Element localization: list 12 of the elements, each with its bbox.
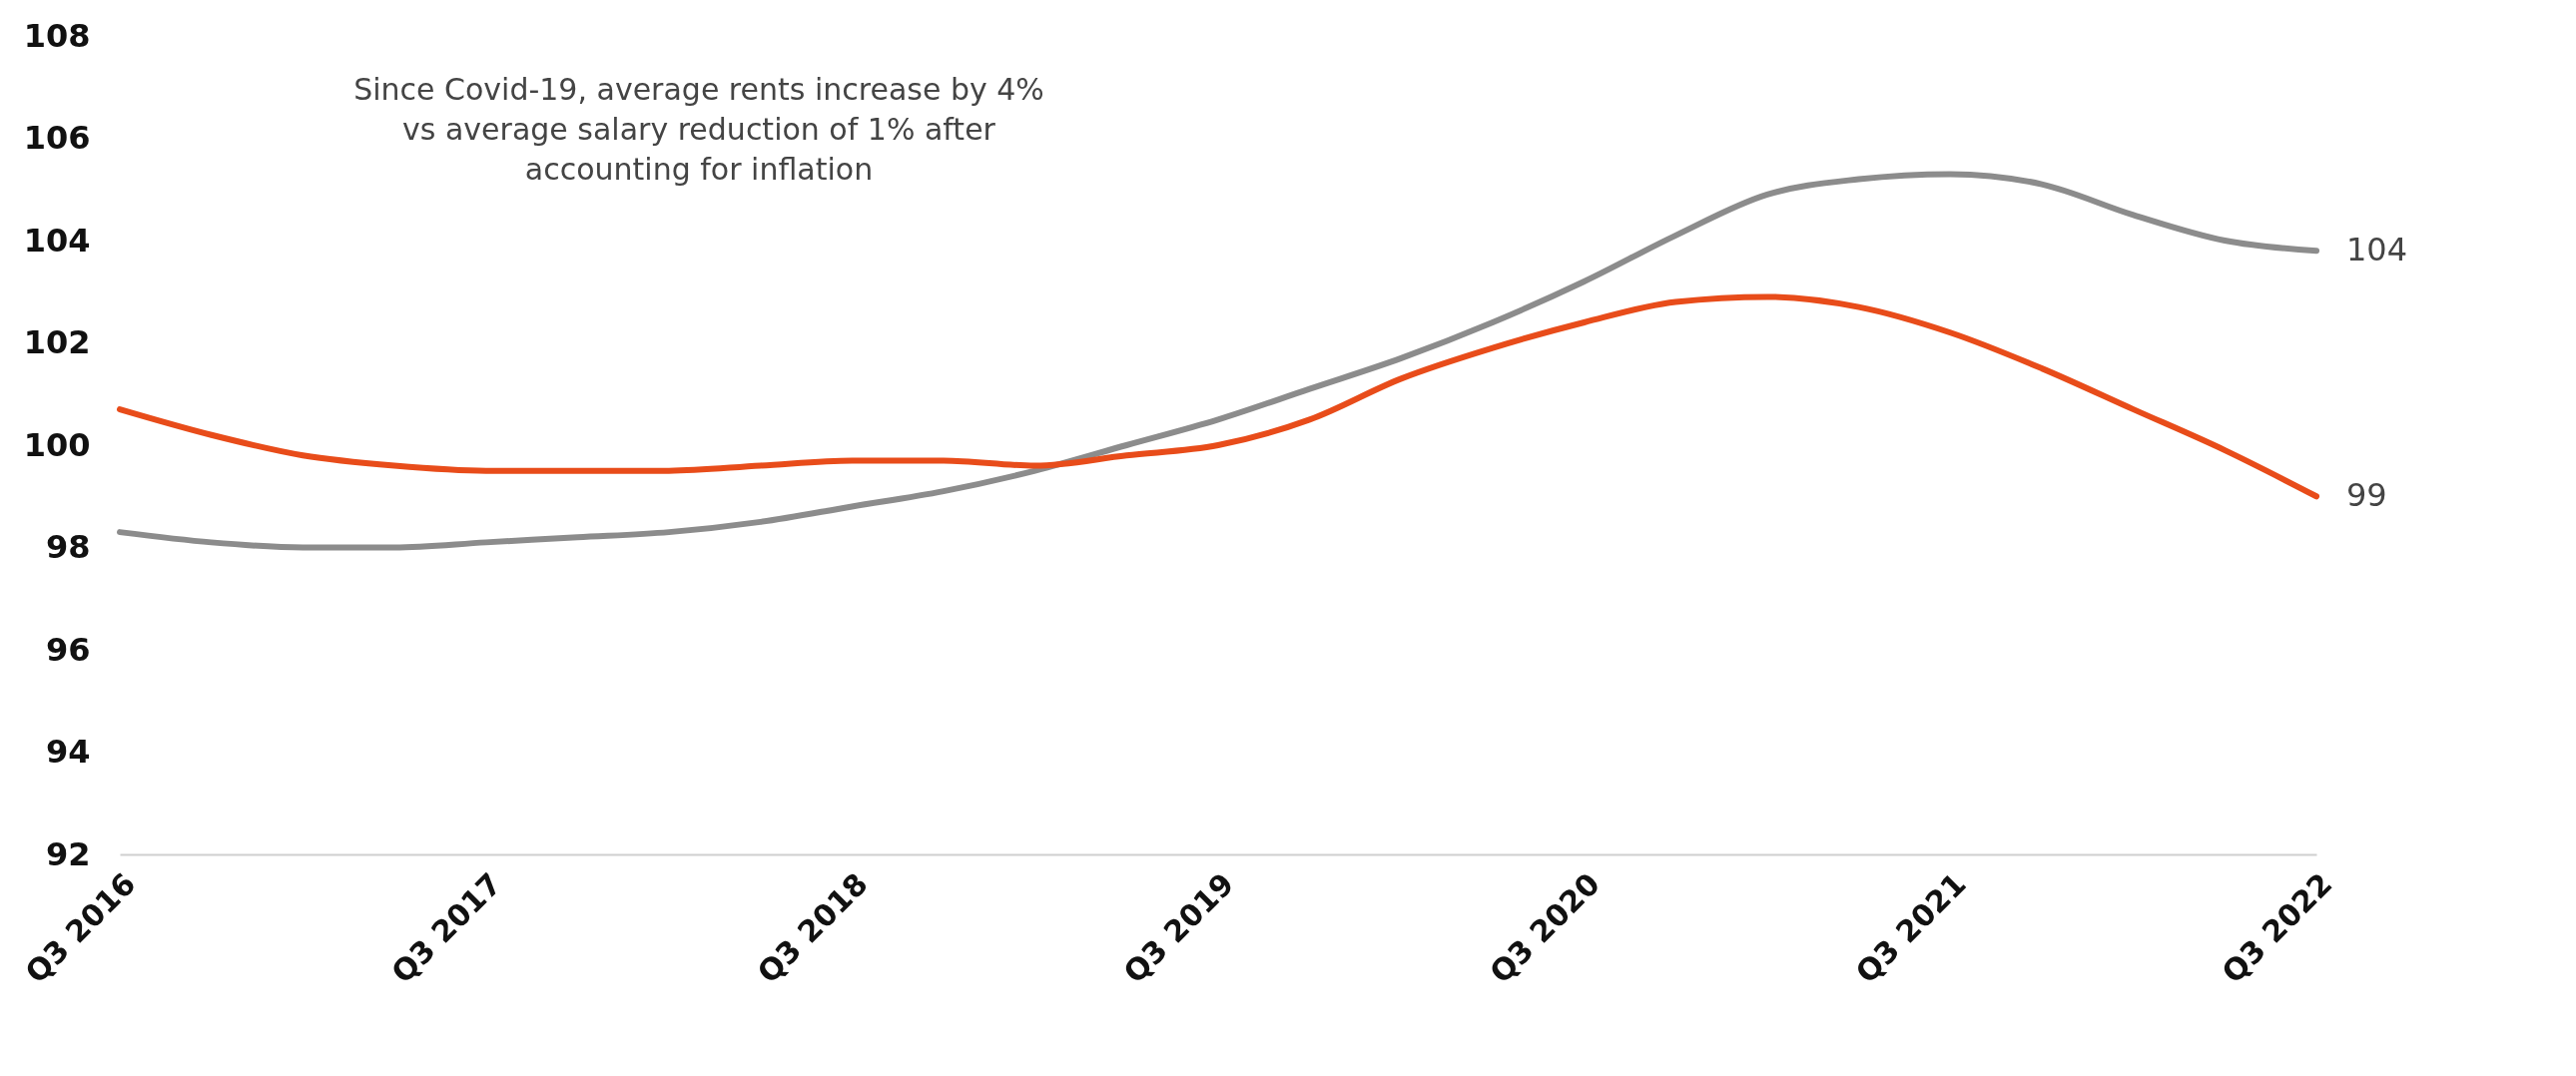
y-tick-label: 102 [23, 323, 91, 361]
y-tick-label: 92 [45, 834, 91, 873]
y-tick-label: 100 [23, 425, 91, 464]
annotation: Since Covid-19, average rents increase by 4% vs average salary reduction of 1% after accounting for inflation [353, 72, 1044, 187]
data-label: 104 [2346, 231, 2408, 269]
y-tick-label: 106 [23, 119, 91, 157]
y-tick-label: 94 [45, 733, 91, 771]
y-tick-label: 98 [45, 528, 91, 566]
data-label: 99 [2346, 476, 2387, 515]
y-tick-label: 104 [23, 221, 91, 260]
y-tick-label: 96 [45, 630, 91, 669]
y-tick-label: 108 [23, 16, 91, 55]
